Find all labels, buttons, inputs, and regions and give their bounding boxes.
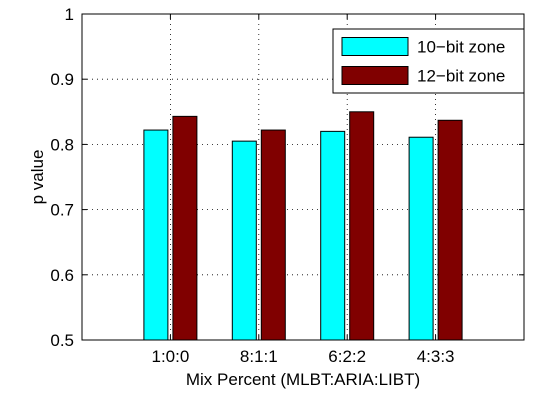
y-axis-label: p value — [28, 150, 47, 205]
plot-frame — [81, 13, 525, 341]
legend-label: 12−bit zone — [417, 67, 505, 86]
bar — [437, 119, 463, 341]
bars — [143, 111, 463, 341]
legend: 10−bit zone 12−bit zone — [332, 28, 525, 94]
bar — [408, 136, 434, 341]
x-tick-label: 6:2:2 — [328, 347, 366, 366]
bar — [320, 130, 346, 341]
x-axis: 1:0:0 8:1:1 6:2:2 4:3:3 — [151, 14, 455, 366]
legend-swatch — [341, 37, 409, 56]
grid-lines — [82, 14, 524, 340]
x-tick-label: 8:1:1 — [240, 347, 278, 366]
y-tick-label: 0.7 — [50, 201, 74, 220]
bar — [349, 111, 375, 341]
y-axis: 0.5 0.6 0.7 0.8 0.9 1 — [50, 5, 524, 350]
y-tick-label: 0.6 — [50, 266, 74, 285]
x-tick-label: 1:0:0 — [151, 347, 189, 366]
bar — [231, 140, 257, 341]
bar — [172, 115, 198, 341]
bar — [143, 129, 169, 341]
y-tick-label: 0.8 — [50, 135, 74, 154]
legend-label: 10−bit zone — [417, 38, 505, 57]
y-tick-label: 1 — [65, 5, 74, 24]
y-tick-label: 0.5 — [50, 331, 74, 350]
x-axis-label: Mix Percent (MLBT:ARIA:LIBT) — [186, 370, 420, 389]
bar — [260, 129, 286, 341]
x-tick-label: 4:3:3 — [417, 347, 455, 366]
legend-swatch — [341, 66, 409, 85]
y-tick-label: 0.9 — [50, 70, 74, 89]
